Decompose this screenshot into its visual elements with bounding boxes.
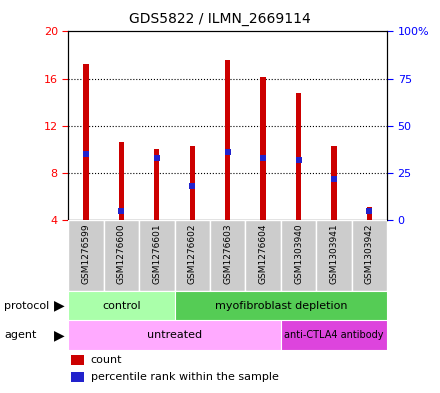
Bar bbox=[68, 320, 281, 350]
Bar bbox=[281, 320, 387, 350]
Point bbox=[189, 183, 196, 189]
Text: percentile rank within the sample: percentile rank within the sample bbox=[91, 372, 279, 382]
Bar bbox=[210, 220, 246, 291]
Text: control: control bbox=[102, 301, 141, 310]
Point bbox=[366, 208, 373, 214]
Bar bbox=[352, 220, 387, 291]
Bar bbox=[296, 93, 301, 220]
Bar bbox=[260, 77, 266, 220]
Text: GSM1276603: GSM1276603 bbox=[223, 224, 232, 284]
Bar bbox=[281, 220, 316, 291]
Text: GSM1303940: GSM1303940 bbox=[294, 224, 303, 284]
Point bbox=[224, 149, 231, 155]
Text: myofibroblast depletion: myofibroblast depletion bbox=[215, 301, 347, 310]
Text: GSM1276604: GSM1276604 bbox=[259, 224, 268, 284]
Point bbox=[82, 151, 89, 157]
Bar bbox=[367, 207, 372, 220]
Bar bbox=[83, 64, 88, 220]
Text: ▶: ▶ bbox=[54, 328, 65, 342]
Bar bbox=[68, 220, 104, 291]
Text: GSM1303941: GSM1303941 bbox=[330, 224, 338, 284]
Text: ▶: ▶ bbox=[54, 299, 65, 312]
Text: GSM1276600: GSM1276600 bbox=[117, 224, 126, 284]
Bar bbox=[331, 146, 337, 220]
Text: anti-CTLA4 antibody: anti-CTLA4 antibody bbox=[284, 330, 384, 340]
Bar bbox=[139, 220, 175, 291]
Bar bbox=[71, 372, 84, 382]
Point bbox=[295, 156, 302, 163]
Text: GSM1276601: GSM1276601 bbox=[152, 224, 161, 284]
Bar bbox=[175, 291, 387, 320]
Text: agent: agent bbox=[4, 330, 37, 340]
Bar bbox=[68, 291, 175, 320]
Point bbox=[153, 155, 160, 161]
Bar bbox=[154, 149, 159, 220]
Text: GSM1276599: GSM1276599 bbox=[81, 224, 91, 284]
Point bbox=[330, 175, 337, 182]
Bar bbox=[246, 220, 281, 291]
Text: GDS5822 / ILMN_2669114: GDS5822 / ILMN_2669114 bbox=[129, 12, 311, 26]
Bar bbox=[225, 60, 231, 220]
Bar bbox=[71, 355, 84, 365]
Text: protocol: protocol bbox=[4, 301, 50, 310]
Text: untreated: untreated bbox=[147, 330, 202, 340]
Bar bbox=[175, 220, 210, 291]
Text: GSM1276602: GSM1276602 bbox=[188, 224, 197, 284]
Bar bbox=[104, 220, 139, 291]
Bar bbox=[190, 146, 195, 220]
Point bbox=[260, 155, 267, 161]
Text: GSM1303942: GSM1303942 bbox=[365, 224, 374, 284]
Bar bbox=[119, 142, 124, 220]
Bar bbox=[316, 220, 352, 291]
Text: count: count bbox=[91, 354, 122, 365]
Point bbox=[118, 208, 125, 214]
